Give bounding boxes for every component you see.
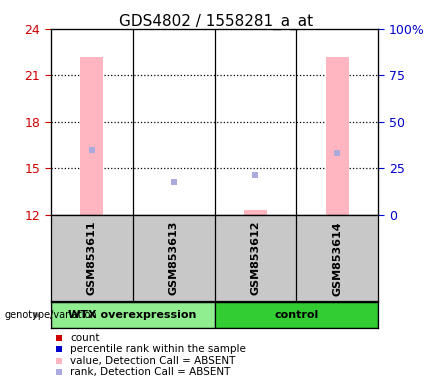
Text: GDS4802 / 1558281_a_at: GDS4802 / 1558281_a_at xyxy=(118,13,313,30)
Text: GSM853614: GSM853614 xyxy=(333,221,342,296)
Text: value, Detection Call = ABSENT: value, Detection Call = ABSENT xyxy=(70,356,236,366)
Bar xyxy=(215,302,378,328)
Text: percentile rank within the sample: percentile rank within the sample xyxy=(70,344,246,354)
Text: WTX overexpression: WTX overexpression xyxy=(68,310,197,320)
Bar xyxy=(244,210,267,215)
Text: GSM853613: GSM853613 xyxy=(169,221,179,295)
Text: rank, Detection Call = ABSENT: rank, Detection Call = ABSENT xyxy=(70,367,231,377)
Text: count: count xyxy=(70,333,100,343)
Bar xyxy=(326,57,349,215)
Text: GSM853612: GSM853612 xyxy=(250,221,260,296)
Bar xyxy=(80,57,103,215)
Text: GSM853611: GSM853611 xyxy=(87,221,96,296)
Bar xyxy=(51,302,215,328)
Text: genotype/variation: genotype/variation xyxy=(4,310,97,320)
Text: control: control xyxy=(274,310,319,320)
